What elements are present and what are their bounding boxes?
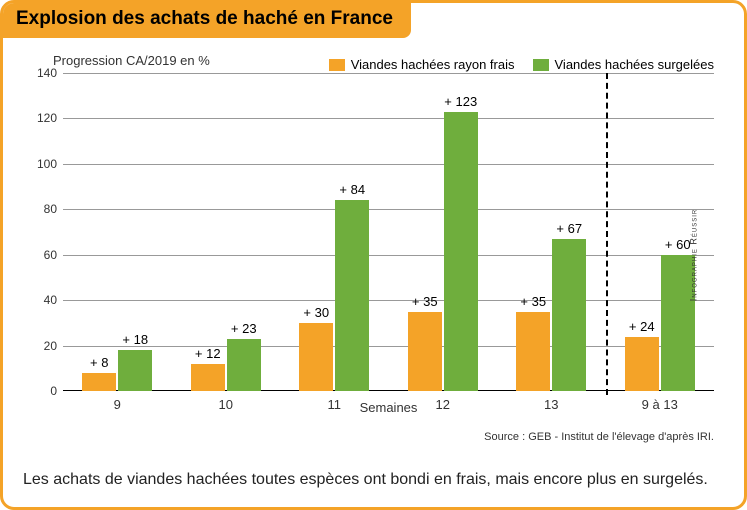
infographic-credit: Infographie Réussir (689, 209, 699, 302)
bar-value-label: + 60 (665, 237, 691, 252)
legend-swatch-frais (329, 59, 345, 71)
bar: + 35 (516, 312, 550, 392)
y-tick-label: 140 (37, 66, 57, 80)
y-axis-label: Progression CA/2019 en % (53, 53, 210, 68)
bars-container: + 8+ 189+ 12+ 2310+ 30+ 8411+ 35+ 12312+… (63, 73, 714, 391)
legend-label-frais: Viandes hachées rayon frais (351, 57, 515, 72)
legend: Viandes hachées rayon frais Viandes hach… (329, 57, 714, 72)
bar-value-label: + 84 (339, 182, 365, 197)
legend-label-surgelees: Viandes hachées surgelées (555, 57, 715, 72)
legend-item-surgelees: Viandes hachées surgelées (533, 57, 715, 72)
bar: + 8 (82, 373, 116, 391)
bar-value-label: + 23 (231, 321, 257, 336)
y-tick-label: 40 (44, 293, 57, 307)
caption-text: Les achats de viandes hachées toutes esp… (23, 470, 714, 491)
y-tick-label: 0 (50, 384, 57, 398)
chart-area: Progression CA/2019 en % Viandes hachées… (23, 51, 714, 421)
bar: + 12 (191, 364, 225, 391)
chart-title: Explosion des achats de haché en France (0, 0, 411, 38)
bar-group: + 30+ 8411 (280, 73, 389, 391)
y-tick-label: 100 (37, 157, 57, 171)
bar: + 35 (408, 312, 442, 392)
legend-item-frais: Viandes hachées rayon frais (329, 57, 515, 72)
bar: + 23 (227, 339, 261, 391)
bar-group: + 35+ 12312 (389, 73, 498, 391)
bar: + 24 (625, 337, 659, 392)
bar: + 30 (299, 323, 333, 391)
bar-group: + 8+ 189 (63, 73, 172, 391)
bar: + 123 (444, 112, 478, 391)
bar-value-label: + 24 (629, 319, 655, 334)
y-tick-label: 120 (37, 111, 57, 125)
plot-area: 020406080100120140+ 8+ 189+ 12+ 2310+ 30… (63, 73, 714, 391)
bar-value-label: + 35 (412, 294, 438, 309)
x-axis-label: Semaines (63, 400, 714, 415)
bar: + 18 (118, 350, 152, 391)
bar-value-label: + 18 (122, 332, 148, 347)
y-tick-label: 20 (44, 339, 57, 353)
bar-value-label: + 8 (90, 355, 108, 370)
bar-group: + 35+ 6713 (497, 73, 606, 391)
y-tick-label: 60 (44, 248, 57, 262)
group-divider (606, 73, 608, 395)
bar-value-label: + 12 (195, 346, 221, 361)
source-text: Source : GEB - Institut de l'élevage d'a… (484, 431, 714, 443)
bar-group: + 12+ 2310 (172, 73, 281, 391)
chart-frame: Explosion des achats de haché en France … (0, 0, 747, 510)
bar-value-label: + 67 (556, 221, 582, 236)
bar-value-label: + 30 (303, 305, 329, 320)
legend-swatch-surgelees (533, 59, 549, 71)
bar-value-label: + 123 (444, 94, 477, 109)
bar-value-label: + 35 (520, 294, 546, 309)
bar: + 84 (335, 200, 369, 391)
bar: + 67 (552, 239, 586, 391)
y-tick-label: 80 (44, 202, 57, 216)
